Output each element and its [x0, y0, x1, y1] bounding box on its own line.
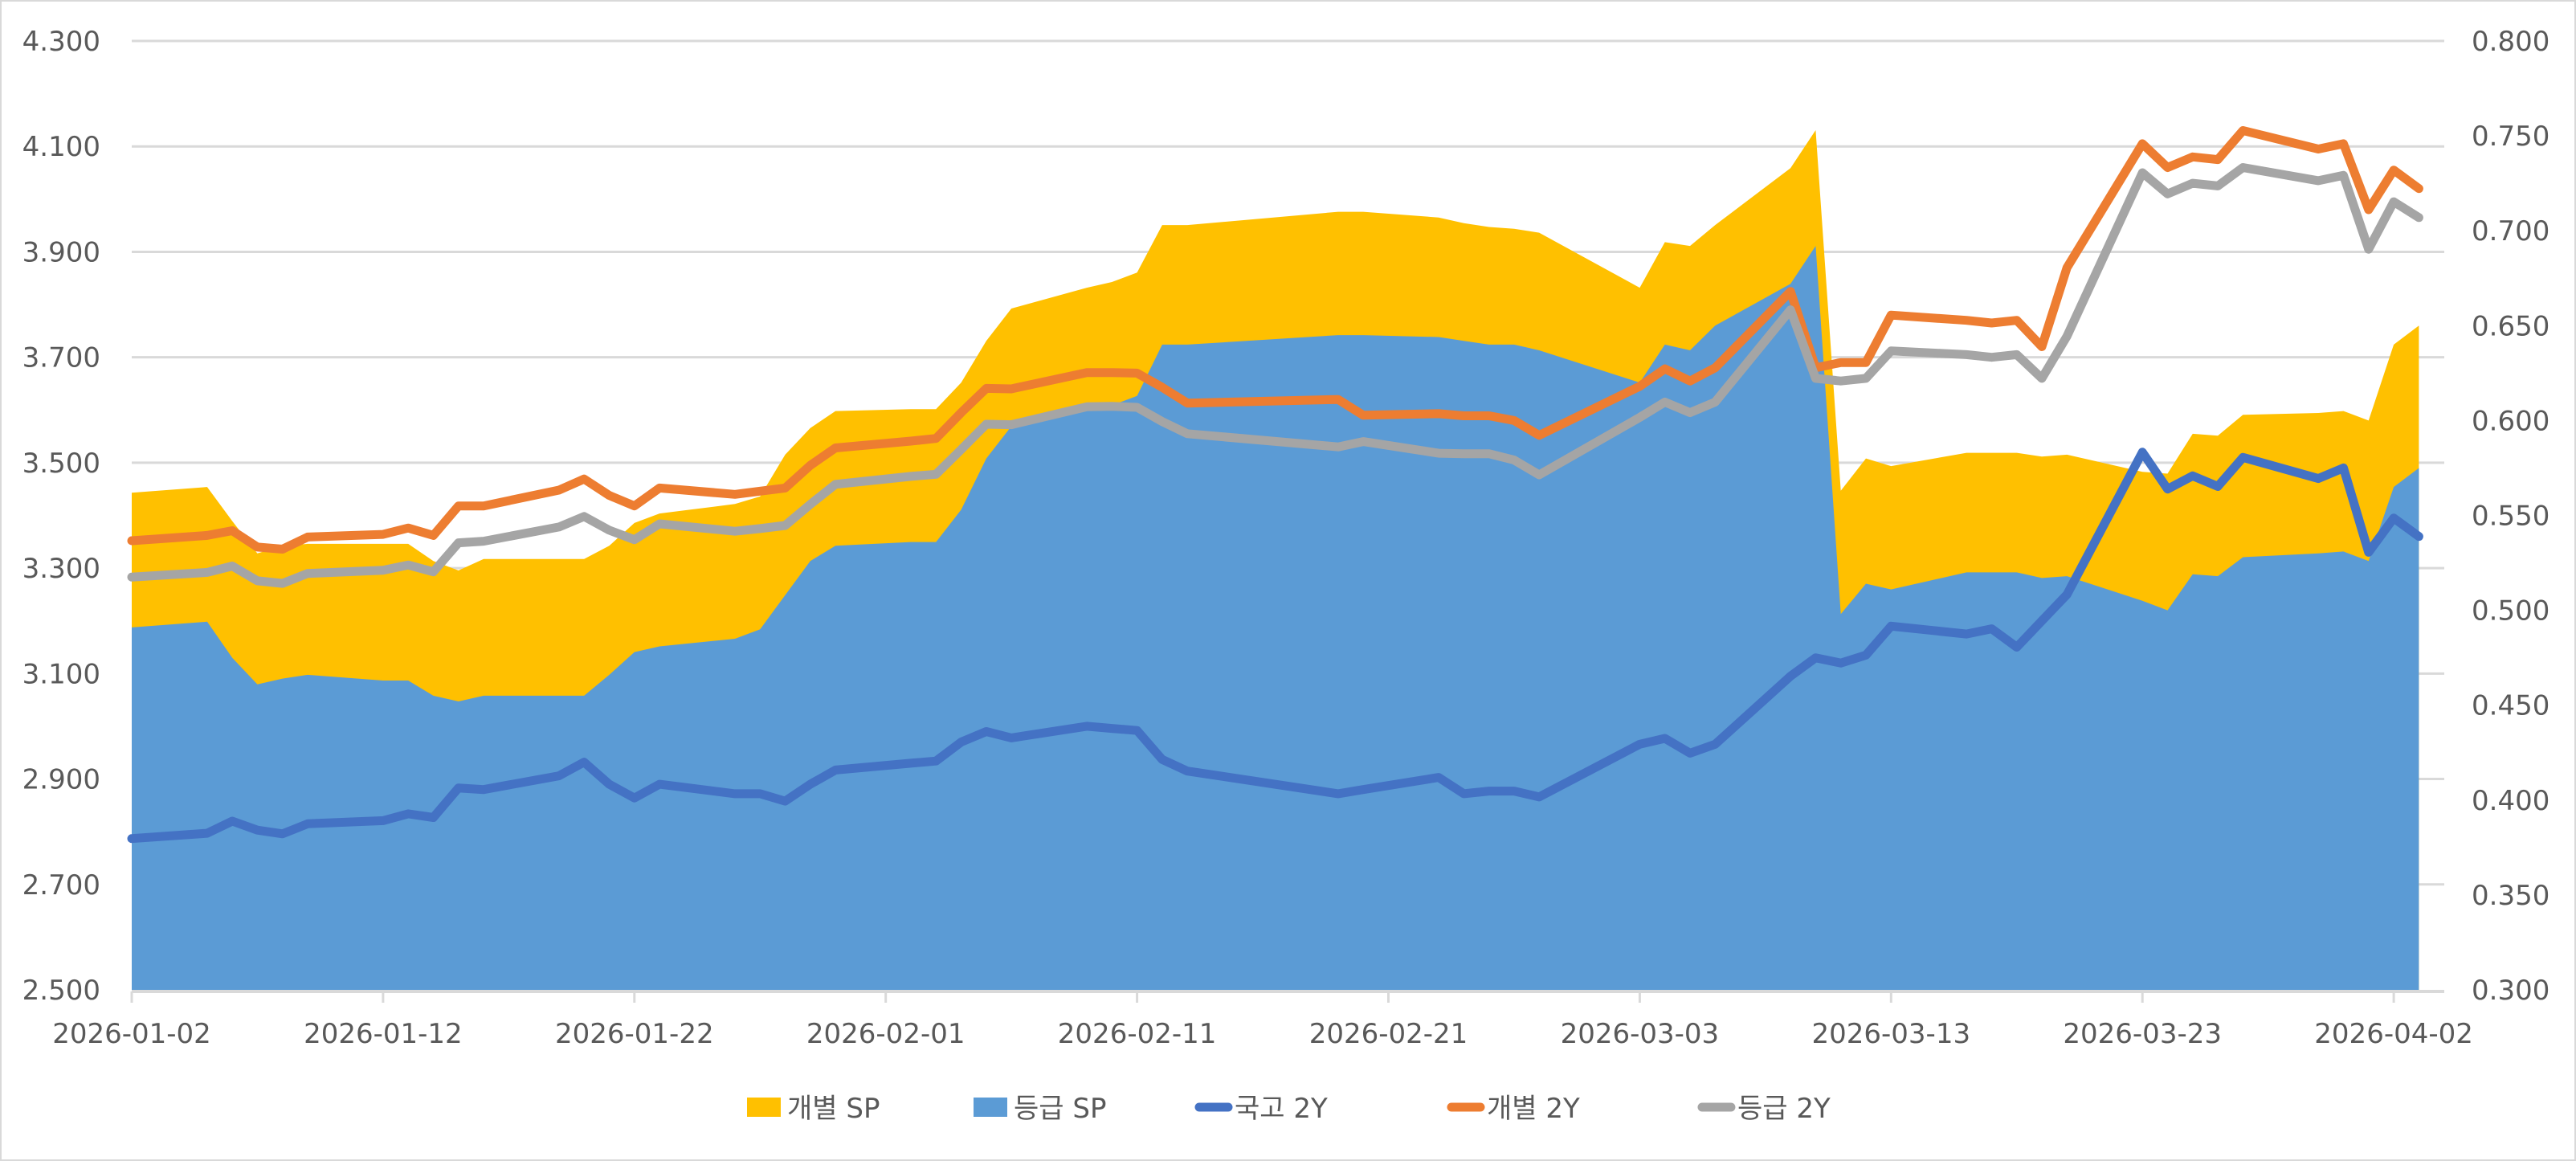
legend-label: 등급 SP	[1014, 1093, 1106, 1125]
area-series	[132, 130, 2419, 991]
right-axis-tick-label: 0.800	[2472, 26, 2549, 58]
legend: 개별 SP 등급 SP 국고 2Y 개별 2Y 등급 2Y	[747, 1093, 1831, 1125]
x-axis-tick-label: 2026-03-03	[1561, 1018, 1720, 1050]
left-axis-tick-label: 4.300	[22, 26, 100, 58]
x-axis-tick-label: 2026-03-23	[2063, 1018, 2222, 1050]
line-series	[127, 126, 2423, 844]
legend-label: 개별 SP	[787, 1093, 880, 1125]
left-axis-tick-label: 2.500	[22, 975, 100, 1007]
legend-item: 등급 2Y	[1697, 1093, 1831, 1125]
legend-label: 개별 2Y	[1487, 1093, 1580, 1125]
legend-item: 국고 2Y	[1194, 1093, 1328, 1125]
area-grade-sp	[132, 246, 2419, 991]
line-individual-2y	[127, 126, 2423, 554]
left-axis-tick-label: 3.700	[22, 342, 100, 374]
left-axis-tick-label: 3.500	[22, 448, 100, 480]
legend-item: 개별 2Y	[1447, 1093, 1580, 1125]
x-axis: 2026-01-02 2026-01-12 2026-01-22 2026-02-01…	[52, 990, 2473, 1050]
legend-item: 개별 SP	[747, 1093, 880, 1125]
x-axis-tick-label: 2026-02-21	[1309, 1018, 1468, 1050]
right-axis-tick-label: 0.600	[2472, 405, 2549, 437]
x-axis-tick-label: 2026-04-02	[2314, 1018, 2473, 1050]
legend-swatch-box-icon	[747, 1098, 781, 1117]
right-axis-tick-label: 0.700	[2472, 215, 2549, 247]
right-axis-tick-label: 0.550	[2472, 501, 2549, 533]
legend-label: 등급 2Y	[1737, 1093, 1831, 1125]
line-ktb-2y	[127, 448, 2423, 844]
legend-swatch-box-icon	[974, 1098, 1007, 1117]
right-axis-tick-label: 0.500	[2472, 595, 2549, 628]
right-axis-tick-label: 0.650	[2472, 310, 2549, 342]
x-axis-tick-label: 2026-01-22	[555, 1018, 714, 1050]
left-axis-tick-label: 2.900	[22, 764, 100, 796]
left-axis-tick-label: 3.100	[22, 658, 100, 690]
legend-label: 국고 2Y	[1235, 1093, 1328, 1125]
right-axis-ticks: 0.800 0.750 0.700 0.650 0.600 0.550 0.500 0.450…	[2472, 26, 2549, 1007]
right-axis-tick-label: 0.300	[2472, 975, 2549, 1007]
line-grade-2y	[127, 163, 2423, 588]
left-axis-ticks: 4.300 4.100 3.900 3.700 3.500 3.300 3.100 2.900…	[22, 26, 100, 1007]
right-axis-tick-label: 0.750	[2472, 121, 2549, 153]
legend-item: 등급 SP	[974, 1093, 1106, 1125]
x-axis-tick-label: 2026-02-11	[1058, 1018, 1217, 1050]
left-axis-tick-label: 2.700	[22, 869, 100, 901]
right-axis-tick-label: 0.400	[2472, 785, 2549, 817]
right-axis-tick-label: 0.450	[2472, 690, 2549, 722]
left-axis-tick-label: 3.300	[22, 553, 100, 585]
x-axis-tick-label: 2026-03-13	[1812, 1018, 1971, 1050]
right-axis-tick-label: 0.350	[2472, 880, 2549, 912]
left-axis-tick-label: 3.900	[22, 236, 100, 268]
x-axis-tick-label: 2026-01-02	[52, 1018, 211, 1050]
x-axis-tick-label: 2026-01-12	[304, 1018, 463, 1050]
x-axis-tick-label: 2026-02-01	[806, 1018, 965, 1050]
left-axis-tick-label: 4.100	[22, 131, 100, 163]
